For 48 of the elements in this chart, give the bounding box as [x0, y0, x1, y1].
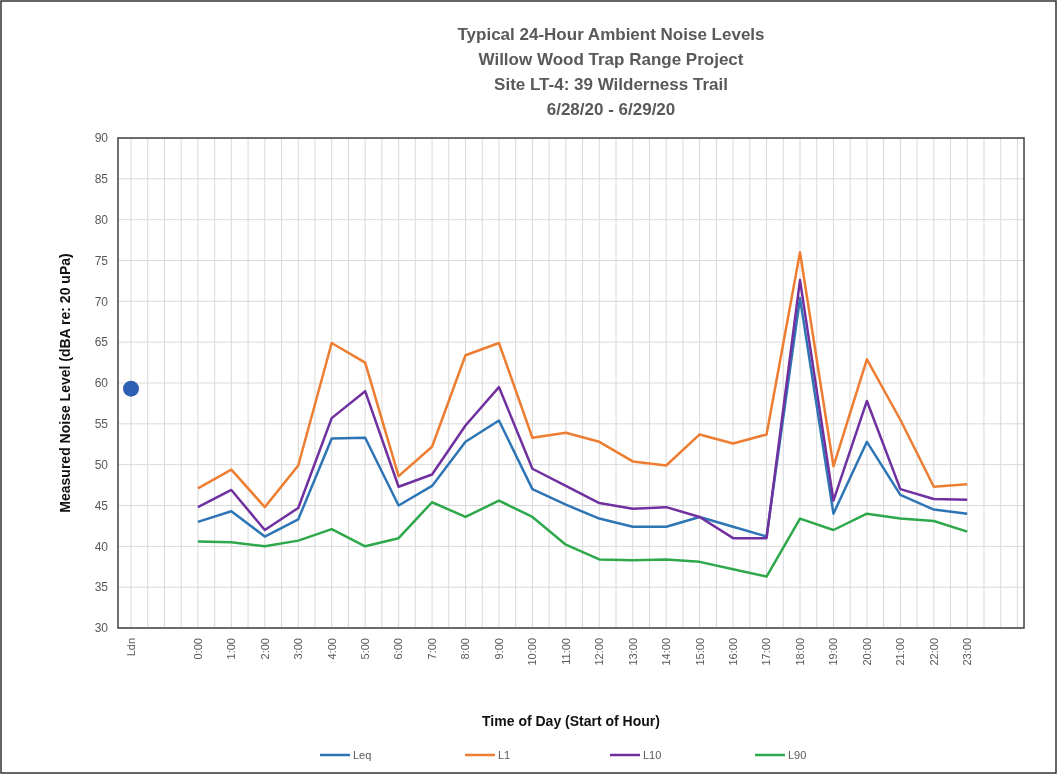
x-tick-label: 17:00	[760, 638, 773, 666]
x-axis-title: Time of Day (Start of Hour)	[482, 713, 660, 729]
x-tick-label: 9:00	[492, 638, 505, 660]
x-tick-label: 12:00	[593, 638, 606, 666]
x-tick-label: 22:00	[927, 638, 940, 666]
x-tick-label: 20:00	[860, 638, 873, 666]
y-tick-label: 45	[94, 498, 109, 513]
legend-label: L1	[498, 748, 511, 761]
x-tick-label: 4:00	[325, 638, 338, 660]
x-tick-label: 10:00	[526, 638, 539, 666]
x-tick-label: 15:00	[693, 638, 706, 666]
legend-label: L90	[788, 748, 807, 761]
y-tick-label: 35	[94, 580, 109, 595]
x-tick-label: 0:00	[191, 638, 204, 660]
chart-subtitle: Willow Wood Trap Range Project Site LT-4: 39 Wilderness Trail 6/28/20 - 6/29/20	[478, 50, 744, 119]
y-tick-label: 90	[94, 131, 109, 146]
x-tick-label: 19:00	[827, 638, 840, 666]
legend-label: L10	[643, 748, 662, 761]
x-tick-label: 6:00	[392, 638, 405, 660]
y-tick-label: 65	[94, 335, 109, 350]
y-tick-label: 40	[94, 539, 109, 554]
x-tick-label: 11:00	[559, 638, 572, 665]
x-tick-label: 21:00	[894, 638, 907, 666]
line-series	[196, 251, 969, 509]
x-tick-label: 8:00	[459, 638, 472, 660]
y-tick-label: 80	[94, 212, 109, 227]
x-tick-label: Ldn	[124, 638, 137, 657]
x-tick-label: 16:00	[726, 638, 739, 666]
y-tick-label: 55	[94, 417, 109, 432]
x-tick-label: 3:00	[292, 638, 305, 660]
y-tick-label: 70	[94, 294, 109, 309]
line-series	[196, 499, 969, 578]
chart-title: Typical 24-Hour Ambient Noise Levels	[457, 25, 765, 44]
x-tick-label: 14:00	[660, 638, 673, 666]
y-tick-label: 30	[94, 621, 109, 636]
x-tick-label: 23:00	[961, 638, 974, 666]
legend-label: Leq	[353, 748, 372, 761]
x-tick-label: 5:00	[359, 638, 371, 660]
x-tick-label: 2:00	[258, 638, 271, 660]
x-tick-label: 18:00	[793, 638, 806, 666]
x-tick-label: 7:00	[425, 638, 438, 660]
y-tick-label: 85	[94, 172, 109, 187]
y-tick-label: 75	[94, 253, 109, 268]
x-tick-label: 1:00	[225, 638, 238, 660]
y-tick-label: 60	[94, 376, 109, 391]
y-axis-title: Measured Noise Level (dBA re: 20 uPa)	[57, 253, 73, 513]
x-tick-label: 13:00	[626, 638, 639, 666]
y-tick-label: 50	[94, 457, 109, 472]
